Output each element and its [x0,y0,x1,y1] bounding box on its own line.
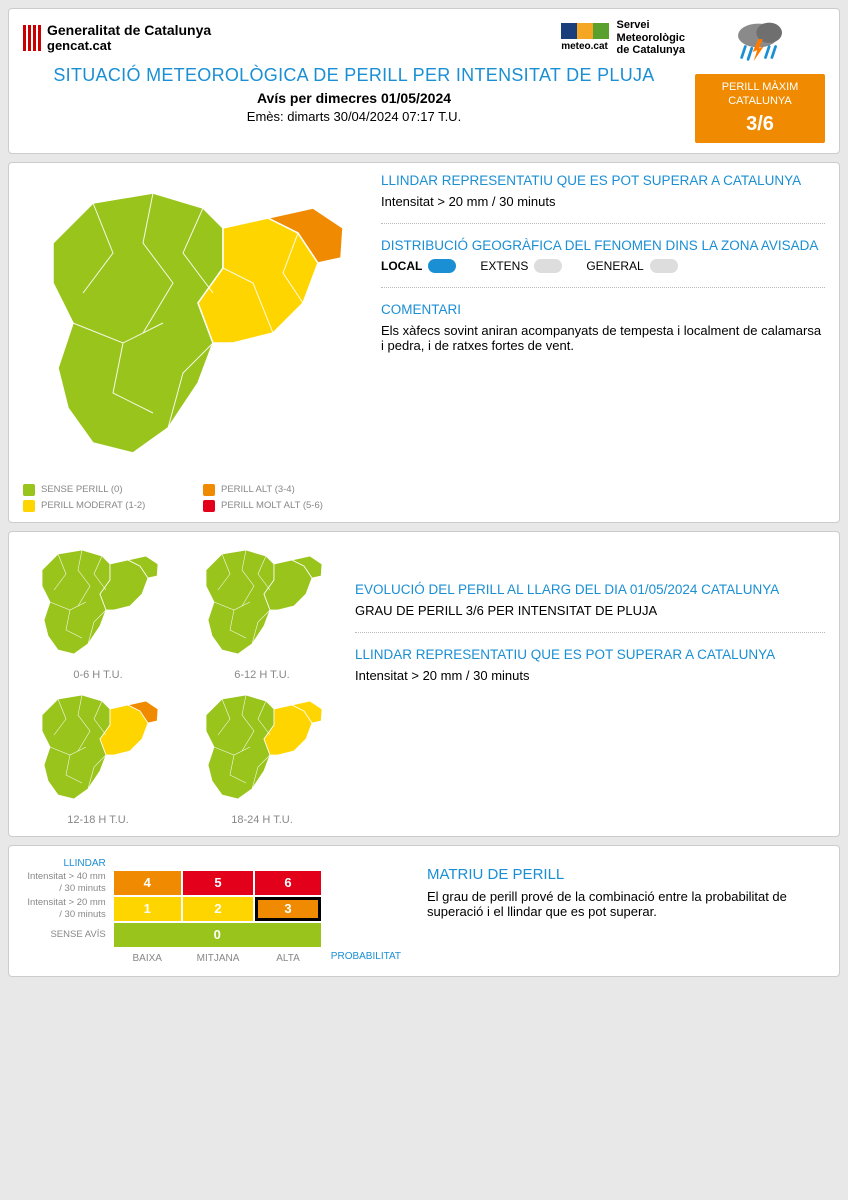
matrix-panel: LLINDAR Intensitat > 40 mm / 30 minuts456… [8,845,840,977]
mini-map-cell: 12-18 H T.U. [23,687,173,826]
map-region-rest [53,193,223,453]
matrix-row-label: SENSE AVÍS [25,923,112,947]
badge-value: 3/6 [699,111,821,137]
header-right: PERILL MÀXIM CATALUNYA 3/6 [695,19,825,143]
gencat-logo [23,25,41,51]
meteocat-block: meteo.cat Servei Meteorològic de Catalun… [561,19,685,57]
main-map-panel: SENSE PERILL (0) PERILL ALT (3-4) PERILL M… [8,162,840,523]
header-panel: Generalitat de Catalunya gencat.cat mete… [8,8,840,154]
catalunya-map-mini [23,542,173,662]
evolution-title: EVOLUCIÓ DEL PERILL AL LLARG DEL DIA 01/… [355,582,825,597]
legend-swatch [23,500,35,512]
legend-item: PERILL MODERAT (1-2) [23,500,183,512]
threshold-title: LLINDAR REPRESENTATIU QUE ES POT SUPERAR… [381,173,825,188]
catalunya-map-mini [23,687,173,807]
matrix-cell: 3 [255,897,321,921]
meteocat-name-2: Meteorològic [617,32,685,45]
matrix-cell: 4 [114,871,181,895]
distribution-title: DISTRIBUCIÓ GEOGRÀFICA DEL FENOMEN DINS … [381,238,825,253]
distribution-label: GENERAL [586,259,643,273]
matrix-table-wrap: LLINDAR Intensitat > 40 mm / 30 minuts456… [23,856,403,966]
legend-item: SENSE PERILL (0) [23,484,183,496]
matrix-cell: 6 [255,871,321,895]
distribution-option: GENERAL [586,259,677,273]
matrix-cell: 1 [114,897,181,921]
matrix-cell: 0 [114,923,321,947]
evolution-info: EVOLUCIÓ DEL PERILL AL LLARG DEL DIA 01/… [355,542,825,826]
mini-map-cell: 0-6 H T.U. [23,542,173,681]
matrix-description: MATRIU DE PERILL El grau de perill prové… [427,856,825,925]
legend-label: PERILL MODERAT (1-2) [41,500,145,511]
danger-matrix: LLINDAR Intensitat > 40 mm / 30 minuts456… [23,856,403,966]
header-left: Generalitat de Catalunya gencat.cat mete… [23,19,685,124]
evolution-subtitle: GRAU DE PERILL 3/6 PER INTENSITAT DE PLU… [355,603,825,618]
mini-map-cell: 18-24 H T.U. [187,687,337,826]
separator [355,632,825,633]
matrix-title: MATRIU DE PERILL [427,866,825,883]
catalunya-map-main [23,173,363,473]
org-name: Generalitat de Catalunya [47,22,211,38]
comment-text: Els xàfecs sovint aniran acompanyats de … [381,323,825,353]
evolution-threshold-title: LLINDAR REPRESENTATIU QUE ES POT SUPERAR… [355,647,825,662]
distribution-options: LOCAL EXTENS GENERAL [381,259,825,273]
legend-swatch [203,500,215,512]
storm-icon [732,19,788,63]
legend-swatch [203,484,215,496]
mini-map-cell: 6-12 H T.U. [187,542,337,681]
distribution-label: EXTENS [480,259,528,273]
mini-map-label: 0-6 H T.U. [23,669,173,681]
badge-label-2: CATALUNYA [699,94,821,108]
catalunya-map-mini [187,542,337,662]
page-subtitle: Avís per dimecres 01/05/2024 [23,90,685,106]
matrix-row-label: Intensitat > 20 mm / 30 minuts [25,897,112,921]
comment-title: COMENTARI [381,302,825,317]
mini-maps-grid: 0-6 H T.U. 6-12 H T.U. 12-18 H T.U. 18-2… [23,542,337,826]
mini-map-label: 18-24 H T.U. [187,814,337,826]
evolution-threshold-text: Intensitat > 20 mm / 30 minuts [355,668,825,683]
distribution-toggle[interactable] [534,259,562,273]
meteocat-name-3: de Catalunya [617,44,685,57]
distribution-label: LOCAL [381,259,422,273]
max-danger-badge: PERILL MÀXIM CATALUNYA 3/6 [695,74,825,143]
distribution-option: EXTENS [480,259,562,273]
threshold-text: Intensitat > 20 mm / 30 minuts [381,194,825,209]
matrix-cell: 5 [183,871,253,895]
separator [381,287,825,288]
matrix-text: El grau de perill prové de la combinació… [427,889,825,919]
mini-map-label: 12-18 H T.U. [23,814,173,826]
distribution-toggle[interactable] [428,259,456,273]
mini-map-label: 6-12 H T.U. [187,669,337,681]
main-map-column: SENSE PERILL (0) PERILL ALT (3-4) PERILL M… [23,173,363,512]
distribution-option: LOCAL [381,259,456,273]
legend-label: PERILL MOLT ALT (5-6) [221,500,323,511]
legend-swatch [23,484,35,496]
gencat-block: Generalitat de Catalunya gencat.cat [23,22,211,53]
info-column: LLINDAR REPRESENTATIU QUE ES POT SUPERAR… [381,173,825,512]
matrix-col-label: ALTA [255,949,321,964]
meteocat-logo: meteo.cat [561,23,609,52]
matrix-cell: 2 [183,897,253,921]
separator [381,223,825,224]
legend-label: PERILL ALT (3-4) [221,484,295,495]
org-row: Generalitat de Catalunya gencat.cat mete… [23,19,685,57]
page-title: SITUACIÓ METEOROLÒGICA DE PERILL PER INT… [23,65,685,86]
matrix-axis-y: LLINDAR [25,858,112,869]
matrix-col-label: BAIXA [114,949,181,964]
issued-timestamp: Emès: dimarts 30/04/2024 07:17 T.U. [23,109,685,124]
evolution-panel: 0-6 H T.U. 6-12 H T.U. 12-18 H T.U. 18-2… [8,531,840,837]
legend-label: SENSE PERILL (0) [41,484,122,495]
matrix-col-label: MITJANA [183,949,253,964]
map-legend: SENSE PERILL (0) PERILL ALT (3-4) PERILL M… [23,484,363,512]
legend-item: PERILL ALT (3-4) [203,484,363,496]
org-site: gencat.cat [47,38,211,53]
distribution-toggle[interactable] [650,259,678,273]
legend-item: PERILL MOLT ALT (5-6) [203,500,363,512]
catalunya-map-mini [187,687,337,807]
badge-label-1: PERILL MÀXIM [699,80,821,94]
meteocat-label: meteo.cat [561,41,608,52]
matrix-axis-x: PROBABILITAT [323,949,401,964]
matrix-row-label: Intensitat > 40 mm / 30 minuts [25,871,112,895]
meteocat-name-1: Servei [617,19,685,32]
